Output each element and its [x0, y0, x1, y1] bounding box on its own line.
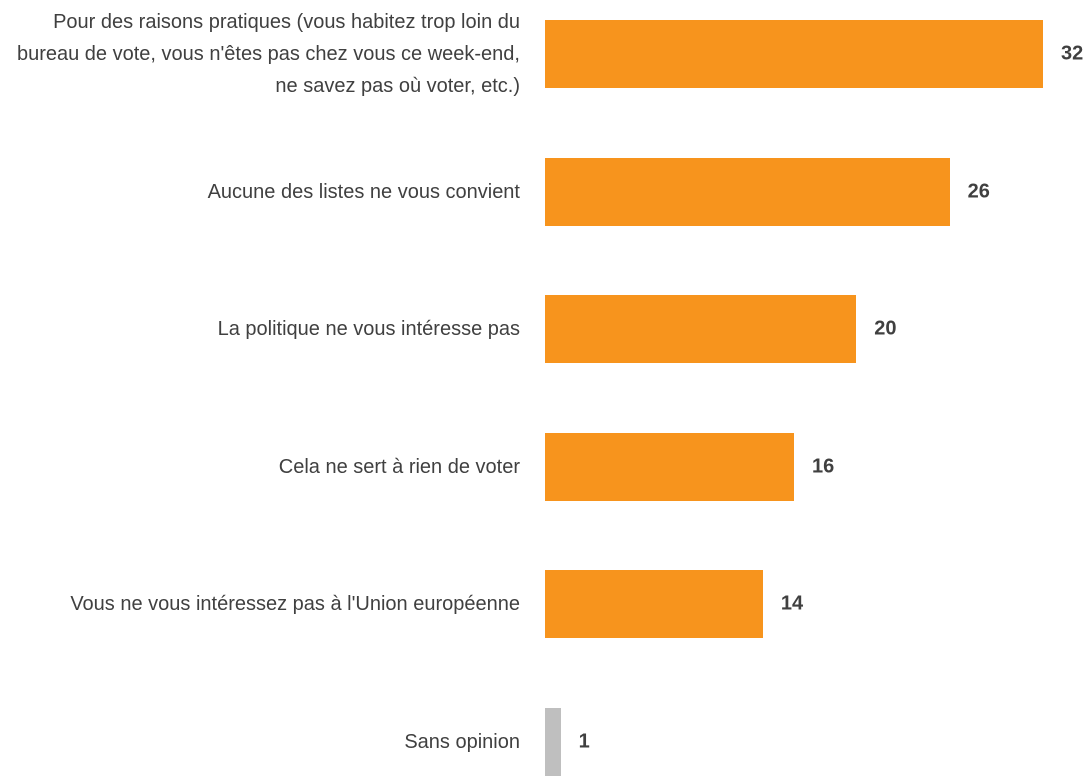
category-label: Aucune des listes ne vous convient: [207, 180, 520, 203]
bar: [545, 157, 950, 226]
bar: [545, 707, 561, 776]
category-label: La politique ne vous intéresse pas: [217, 318, 520, 340]
category-label: Pour des raisons pratiques (vous habitez…: [16, 11, 520, 97]
bar: [545, 20, 1043, 88]
value-label: 16: [812, 455, 835, 477]
value-label: 26: [967, 180, 990, 202]
bar: [545, 432, 794, 501]
bar: [545, 295, 857, 363]
value-label: 1: [578, 730, 590, 752]
category-label: Cela ne sert à rien de voter: [278, 455, 520, 478]
value-label: 14: [780, 592, 804, 615]
category-label: Vous ne vous intéressez pas à l'Union eu…: [70, 593, 520, 615]
value-label: 32: [1061, 42, 1084, 65]
category-label: Sans opinion: [404, 730, 520, 753]
value-label: 20: [874, 317, 897, 340]
bar: [545, 570, 763, 638]
